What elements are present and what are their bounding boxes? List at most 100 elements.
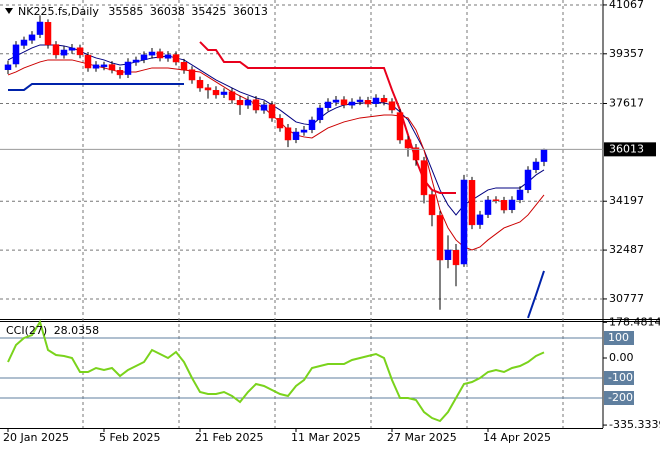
candle-body bbox=[332, 99, 340, 103]
candle-body bbox=[396, 112, 404, 141]
candle-body bbox=[20, 39, 28, 46]
last-price-box bbox=[604, 142, 656, 157]
candle-body bbox=[284, 127, 292, 141]
candle-body bbox=[324, 101, 332, 108]
candle-body bbox=[44, 22, 52, 46]
candle-body bbox=[516, 189, 524, 200]
candle-body bbox=[172, 54, 180, 63]
candle-body bbox=[268, 104, 276, 119]
x-tick-label: 21 Feb 2025 bbox=[195, 431, 263, 444]
candle-body bbox=[60, 49, 68, 56]
candle-body bbox=[364, 100, 372, 105]
y-tick-label: 37617 bbox=[609, 97, 644, 110]
candle-body bbox=[148, 51, 156, 56]
x-tick-label: 27 Mar 2025 bbox=[387, 431, 457, 444]
indicator-line bbox=[7, 319, 545, 423]
header-low: 35425 bbox=[191, 5, 226, 18]
y-tick-label: 41067 bbox=[609, 0, 644, 11]
candle-body bbox=[84, 54, 92, 69]
overlay-line bbox=[7, 44, 545, 216]
candle-body bbox=[204, 87, 212, 91]
symbol: NK225.fs,Daily bbox=[18, 5, 99, 18]
candle-body bbox=[212, 90, 220, 96]
level-label: 100 bbox=[608, 331, 629, 344]
candle-body bbox=[156, 51, 164, 59]
candle-body bbox=[380, 98, 388, 103]
candle-body bbox=[124, 61, 132, 75]
candle-body bbox=[36, 21, 44, 35]
candle-body bbox=[508, 199, 516, 210]
candle-body bbox=[132, 59, 140, 63]
candle-body bbox=[348, 101, 356, 106]
header-high: 36038 bbox=[150, 5, 185, 18]
level-box bbox=[604, 371, 634, 385]
candle-body bbox=[308, 119, 316, 130]
y-tick-label: 39357 bbox=[609, 47, 644, 60]
x-tick-label: 5 Feb 2025 bbox=[99, 431, 160, 444]
header-open: 35585 bbox=[108, 5, 143, 18]
candle-body bbox=[116, 70, 124, 76]
header: NK225.fs,Daily 35585 36038 35425 36013 bbox=[18, 5, 268, 18]
candle-body bbox=[252, 99, 260, 111]
candle-body bbox=[388, 101, 396, 111]
menu-arrow[interactable] bbox=[5, 8, 13, 14]
candle-body bbox=[220, 91, 228, 95]
y-tick-label: 178.4814 bbox=[609, 315, 660, 328]
last-price-label: 36013 bbox=[609, 142, 644, 155]
candle-body bbox=[300, 129, 308, 133]
candle-body bbox=[228, 91, 236, 101]
level-label: -100 bbox=[608, 371, 633, 384]
candle-body bbox=[276, 118, 284, 129]
candle-body bbox=[180, 62, 188, 71]
candle-body bbox=[412, 147, 420, 161]
candle-body bbox=[540, 149, 548, 162]
candle-body bbox=[532, 161, 540, 170]
x-tick-label: 20 Jan 2025 bbox=[3, 431, 69, 444]
candle-body bbox=[452, 250, 460, 266]
level-box bbox=[604, 331, 634, 345]
candle-body bbox=[108, 64, 116, 71]
candle-body bbox=[404, 139, 412, 149]
candle-body bbox=[340, 99, 348, 106]
level-label: -200 bbox=[608, 391, 633, 404]
candle-body bbox=[356, 99, 364, 102]
candle-body bbox=[52, 44, 60, 56]
candle-body bbox=[68, 47, 76, 51]
candle-body bbox=[188, 69, 196, 81]
candle-body bbox=[524, 169, 532, 190]
candle-body bbox=[468, 180, 476, 226]
candle-body bbox=[420, 160, 428, 196]
x-tick-label: 11 Mar 2025 bbox=[291, 431, 361, 444]
indicator-title: CCI(27) 28.0358 bbox=[6, 324, 99, 337]
candle-body bbox=[164, 54, 172, 59]
cci-value: 28.0358 bbox=[54, 324, 100, 337]
y-tick-label: 34197 bbox=[609, 194, 644, 207]
candle-body bbox=[28, 34, 36, 41]
y-tick-label: 0.00 bbox=[609, 351, 634, 364]
candle-body bbox=[236, 100, 244, 106]
candle-body bbox=[428, 194, 436, 216]
candle-body bbox=[12, 44, 20, 65]
candle-body bbox=[460, 179, 468, 265]
y-tick-label: 32487 bbox=[609, 243, 644, 256]
candle-body bbox=[260, 104, 268, 111]
candle-body bbox=[196, 80, 204, 89]
candle-body bbox=[292, 131, 300, 140]
candle-body bbox=[444, 249, 452, 260]
candle-body bbox=[140, 54, 148, 60]
candle-body bbox=[500, 200, 508, 211]
header-close: 36013 bbox=[233, 5, 268, 18]
candle-body bbox=[100, 64, 108, 68]
cci-name: CCI(27) bbox=[6, 324, 47, 337]
candle-body bbox=[92, 64, 100, 69]
y-tick-label: 30777 bbox=[609, 292, 644, 305]
candle-body bbox=[244, 99, 252, 106]
level-box bbox=[604, 391, 634, 405]
candle-body bbox=[316, 107, 324, 120]
candle-body bbox=[76, 47, 84, 56]
y-tick-label: -335.3339 bbox=[609, 418, 660, 431]
overlay-line bbox=[8, 82, 545, 319]
candle-body bbox=[436, 215, 444, 261]
